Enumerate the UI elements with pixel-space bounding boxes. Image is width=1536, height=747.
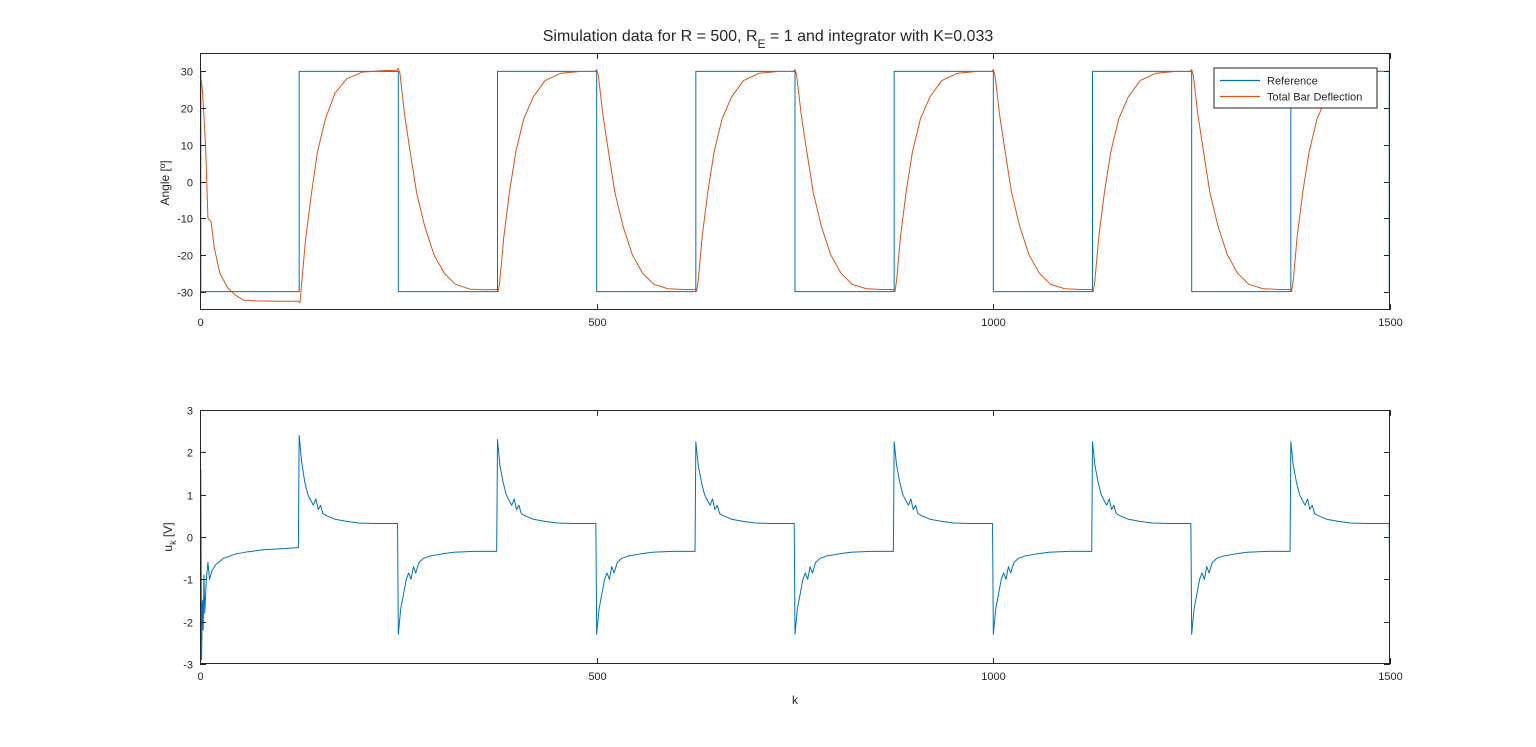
top-axes-box: [200, 53, 1390, 310]
top-series-line-total-bar-deflection: [200, 67, 1390, 304]
top-ytick-label: -30: [177, 288, 193, 300]
chart-title: Simulation data for R = 500, RE = 1 and …: [543, 28, 994, 51]
top-ytick-label: 10: [181, 141, 193, 153]
top-ytick-label: -10: [177, 214, 193, 226]
bottom-ytick-label: -3: [183, 660, 193, 672]
top-axes: 0 500 1000 1500 -30 -20 -10 0 10 20 30: [177, 53, 1403, 329]
top-ytick-label: -20: [177, 251, 193, 263]
top-ytick-label: 30: [181, 67, 193, 79]
top-xtick-label: 500: [588, 317, 606, 329]
bottom-xtick-label: 1500: [1378, 671, 1402, 683]
bottom-ytick-label: 2: [187, 448, 193, 460]
bottom-series-line-control-signal: [200, 434, 1390, 664]
top-ytick-label: 20: [181, 104, 193, 116]
legend-box: [1213, 67, 1378, 109]
bottom-series-group: [200, 434, 1390, 664]
legend-label-reference: Reference: [1267, 76, 1318, 88]
bottom-xlabel: k: [792, 693, 799, 707]
top-series-group: [200, 67, 1390, 304]
top-xtick-label: 0: [197, 317, 203, 329]
top-xtick-label: 1000: [981, 317, 1005, 329]
bottom-ytick-label: 1: [187, 491, 193, 503]
top-ylabel: Angle [º]: [158, 160, 172, 205]
bottom-xtick-label: 500: [588, 671, 606, 683]
bottom-ytick-label: -1: [183, 575, 193, 587]
bottom-xtick-label: 0: [197, 671, 203, 683]
bottom-ytick-label: -2: [183, 618, 193, 630]
bottom-ylabel: uk [V]: [161, 522, 178, 551]
bottom-xtick-label: 1000: [981, 671, 1005, 683]
bottom-ytick-label: 3: [187, 406, 193, 418]
legend-label-total-bar-deflection: Total Bar Deflection: [1267, 92, 1362, 104]
top-xtick-label: 1500: [1378, 317, 1402, 329]
bottom-axes: 0 500 1000 1500 -3 -2 -1 0 1 2 3: [183, 406, 1403, 684]
legend: Reference Total Bar Deflection: [1213, 67, 1378, 109]
top-ytick-label: 0: [187, 178, 193, 190]
top-series-line-reference: [200, 70, 1390, 293]
bottom-ytick-label: 0: [187, 533, 193, 545]
